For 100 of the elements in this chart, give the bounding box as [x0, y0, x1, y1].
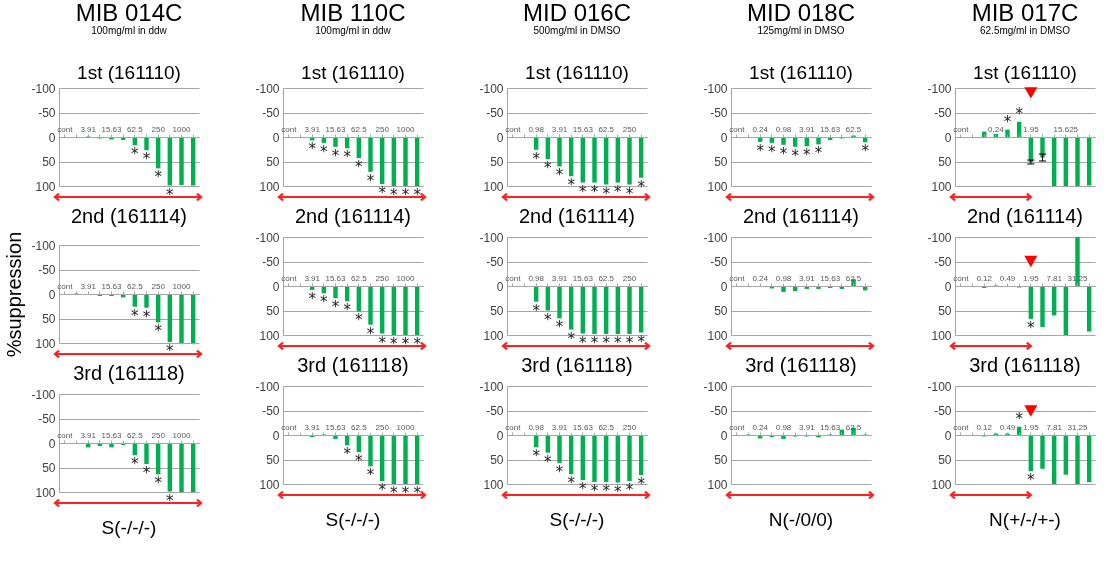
data-label: * [602, 482, 611, 501]
y-tick-label: -100 [479, 379, 504, 394]
y-tick-label: 100 [259, 179, 280, 194]
y-tick-label: -50 [38, 106, 56, 120]
text: S(-/-/-) [549, 509, 605, 530]
x-tick-label: 250 [151, 124, 166, 134]
data-label: * [625, 481, 634, 500]
text: N(+/-/+-) [989, 509, 1061, 530]
x-tick-label: 7.81 [1046, 422, 1063, 432]
chart-subtitle: 125mg/ml in DMSO [757, 25, 845, 36]
y-tick-label: -50 [486, 255, 504, 269]
y-tick-label: 100 [483, 328, 504, 343]
y-tick-label: -100 [927, 81, 952, 96]
y-tick-label: 0 [944, 130, 952, 145]
x-tick-label: 250 [622, 124, 637, 134]
data-label: * [390, 484, 399, 502]
y-tick-label: 50 [42, 155, 56, 169]
data-label: * [555, 166, 564, 185]
y-tick-label: -100 [31, 387, 56, 402]
x-tick-label: 0.24 [752, 124, 769, 134]
data-label: * [142, 307, 151, 326]
y-tick-label: 0 [720, 279, 728, 294]
data-label: * [614, 482, 623, 501]
x-tick-label: cont [505, 422, 522, 432]
y-tick-label: 0 [48, 130, 56, 145]
y-tick-label: -50 [710, 255, 728, 269]
data-label: * [544, 310, 553, 329]
data-label: * [614, 334, 623, 353]
x-tick-label: 3.91 [551, 273, 568, 283]
y-tick-label: -100 [255, 379, 280, 394]
data-label: * [555, 462, 564, 481]
y-tick-label: -100 [703, 379, 728, 394]
data-label: * [378, 481, 387, 500]
x-tick-label: 3.91 [799, 273, 816, 283]
x-tick-label: cont [281, 273, 298, 283]
data-label: * [154, 474, 163, 493]
y-tick-label: 50 [42, 461, 56, 475]
y-tick-label: 0 [496, 279, 504, 294]
x-tick-label: cont [57, 281, 74, 291]
data-label: * [567, 329, 576, 348]
chart-subtitle: 62.5mg/ml in DMSO [979, 25, 1071, 36]
y-tick-label: 100 [35, 485, 56, 500]
data-label: * [625, 334, 634, 353]
data-label: * [331, 146, 340, 165]
data-label: * [579, 333, 588, 352]
data-label: * [154, 168, 163, 187]
x-tick-label: 62.5 [845, 124, 862, 134]
y-tick-label: -50 [262, 404, 280, 418]
x-tick-label: 62.5 [845, 273, 862, 283]
x-tick-label: cont [953, 273, 970, 283]
x-tick-label: 15.63 [101, 430, 123, 440]
x-tick-label: cont [57, 124, 74, 134]
x-tick-label: 15.63 [820, 124, 841, 134]
y-tick-label: 100 [259, 328, 280, 343]
y-tick-label: 100 [483, 477, 504, 492]
x-tick-label: cont [505, 124, 522, 134]
x-tick-label: cont [57, 430, 74, 440]
data-label: * [366, 171, 375, 190]
y-tick-label: -50 [934, 106, 952, 120]
x-tick-label: 3.91 [80, 281, 97, 291]
y-tick-label: 100 [931, 328, 952, 343]
x-tick-label: cont [953, 124, 970, 134]
data-label: * [413, 335, 422, 353]
chart-subtitle: 500mg/ml in DMSO [533, 25, 621, 36]
text: S(-/-/-) [325, 509, 381, 530]
x-tick-label: 31.25 [1067, 422, 1089, 432]
data-label: * [401, 335, 410, 353]
y-tick-label: 100 [707, 477, 728, 492]
data-label: * [343, 445, 352, 464]
data-label: * [637, 332, 646, 351]
x-tick-label: 1.95 [1023, 422, 1040, 432]
data-label: * [803, 146, 812, 165]
data-label: * [366, 324, 375, 343]
data-label: * [355, 452, 364, 471]
y-tick-label: 50 [714, 304, 728, 318]
text: N(-/0/0) [768, 509, 834, 530]
x-tick-label: 62.5 [598, 273, 615, 283]
x-tick-label: cont [729, 422, 746, 432]
y-tick-label: -50 [262, 106, 280, 120]
data-label: * [390, 335, 399, 353]
y-tick-label: 0 [272, 130, 280, 145]
x-tick-label: 250 [375, 273, 390, 283]
x-tick-label: 250 [151, 430, 166, 440]
x-tick-label: 15.63 [572, 273, 594, 283]
y-tick-label: -100 [255, 81, 280, 96]
data-label: * [1015, 409, 1024, 428]
data-label: * [567, 176, 576, 195]
data-label: * [131, 306, 140, 325]
chart-title: MID 016C [522, 0, 632, 26]
x-tick-label: 3.91 [799, 422, 816, 432]
y-tick-label: 0 [720, 130, 728, 145]
text: 1st (161110) [77, 62, 181, 83]
chart-title: 2nd (161114) [294, 205, 412, 227]
y-tick-label: -50 [710, 404, 728, 418]
x-tick-label: cont [505, 273, 522, 283]
data-label: * [544, 159, 553, 178]
y-tick-label: 0 [496, 130, 504, 145]
chart-title: MIB 017C [971, 0, 1079, 26]
x-tick-label: 3.91 [304, 422, 321, 432]
data-label: * [401, 186, 410, 204]
